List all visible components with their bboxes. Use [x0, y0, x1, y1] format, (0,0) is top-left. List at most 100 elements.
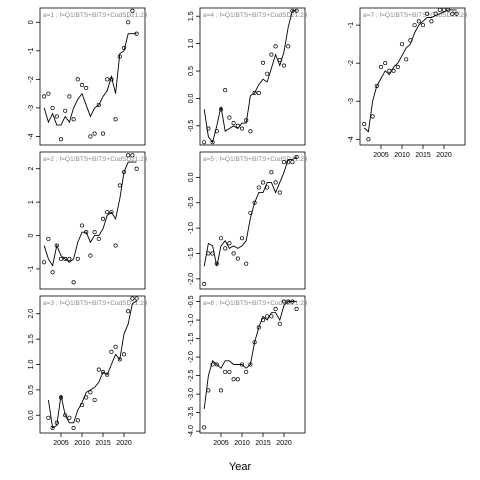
data-point [130, 153, 135, 158]
y-tick-label: -3 [28, 105, 35, 111]
y-tick-label: -0.5 [188, 120, 195, 132]
data-point [113, 243, 118, 248]
data-point [281, 160, 287, 165]
fit-line [47, 300, 137, 429]
x-tick-label: 2005 [53, 440, 69, 447]
data-point [227, 369, 232, 374]
data-point [88, 253, 93, 258]
y-tick-label: -2.0 [188, 273, 195, 285]
data-point [294, 155, 299, 160]
data-point [273, 44, 278, 49]
data-point [210, 362, 215, 367]
data-point [412, 23, 417, 28]
panel-6: a=6 : f=Q1!BTS+BITS+CodSD21:23 -0.5 -1.0 -1… [188, 295, 308, 447]
data-point [252, 90, 257, 95]
y-tick-label: 0 [28, 233, 35, 237]
data-point [281, 299, 287, 304]
data-point [96, 367, 101, 372]
data-point [126, 309, 131, 314]
fit-line [43, 33, 137, 126]
data-point [67, 256, 72, 261]
y-tick-label: -0.5 [188, 197, 195, 209]
panel-frame [199, 7, 306, 146]
data-point [214, 362, 219, 367]
y-tick-label: 1.0 [188, 39, 195, 49]
data-point [281, 63, 287, 68]
data-point [429, 19, 434, 24]
x-tick-label: 2005 [373, 152, 389, 159]
data-point [244, 369, 249, 374]
y-tick-label: -2 [28, 76, 35, 82]
data-point [75, 418, 80, 423]
data-point [88, 134, 93, 139]
x-axis-title: Year [229, 461, 252, 473]
data-point [218, 236, 224, 241]
data-point [130, 8, 135, 13]
data-point [425, 11, 430, 16]
data-point [420, 23, 426, 28]
panel-title: a=5 : f=Q1!BTS+BITS+CodSD21:23 [203, 156, 308, 163]
data-point [374, 83, 379, 89]
data-point [63, 108, 68, 113]
data-point [71, 280, 76, 285]
data-point [75, 256, 80, 261]
data-point [105, 210, 110, 215]
data-point [260, 60, 266, 65]
data-point [54, 114, 59, 119]
x-tick-label: 2010 [234, 440, 250, 447]
x-tick-label: 2020 [276, 440, 292, 447]
panel-title: a=3 : f=Q1!BTS+BITS+CodSD21:23 [43, 300, 148, 307]
x-tick-label: 2005 [213, 440, 229, 447]
y-tick-label: -0.5 [188, 295, 195, 307]
panel-title: a=4 : f=Q1!BTS+BITS+CodSD21:23 [203, 12, 308, 19]
data-point [126, 153, 131, 158]
panel-grid: a=1 : f=Q1!BTS+BITS+CodSD21:230-1-2-3-4a… [28, 7, 468, 447]
data-point [227, 115, 232, 120]
data-point [450, 11, 455, 16]
y-tick-label: 0.0 [188, 93, 195, 103]
data-point [370, 114, 375, 119]
data-point [294, 306, 299, 312]
data-point [218, 388, 224, 393]
data-point [231, 121, 236, 126]
data-point [235, 377, 240, 382]
data-point [113, 117, 118, 122]
data-point [88, 390, 93, 395]
x-tick-label: 2020 [116, 440, 132, 447]
data-point [105, 372, 110, 377]
panel-frame [39, 151, 146, 290]
data-point [227, 241, 232, 246]
y-tick-label: -1.0 [188, 314, 195, 326]
panel-title: a=1 : f=Q1!BTS+BITS+CodSD21:23 [43, 12, 148, 19]
data-point [256, 90, 261, 95]
data-point [404, 57, 409, 62]
data-point [206, 388, 211, 393]
data-point [113, 344, 118, 349]
x-tick-label: 2010 [74, 440, 90, 447]
data-point [92, 397, 97, 403]
data-point [67, 415, 72, 420]
y-tick-label: -3.0 [188, 388, 195, 400]
data-point [50, 105, 55, 110]
data-point [231, 377, 236, 382]
data-point [256, 185, 261, 190]
data-point [58, 137, 64, 142]
data-point [46, 236, 51, 241]
y-tick-label: 1.5 [28, 334, 35, 344]
data-point [244, 261, 249, 266]
data-point [42, 94, 47, 99]
data-point [75, 77, 80, 82]
data-point [362, 122, 367, 127]
y-tick-label: 1.5 [188, 11, 195, 21]
data-point [273, 306, 278, 312]
y-tick-label: -2 [348, 60, 355, 66]
data-point [71, 117, 76, 122]
fit-line [203, 10, 297, 144]
data-point [416, 19, 421, 24]
data-point [100, 216, 106, 221]
panel-2: a=2 : f=Q1!BTS+BITS+CodSD21:23 2 1 0 -1 [28, 151, 148, 290]
data-point [223, 246, 228, 251]
x-tick-label: 2015 [255, 440, 271, 447]
panel-frame [39, 7, 146, 146]
data-point [235, 256, 240, 261]
